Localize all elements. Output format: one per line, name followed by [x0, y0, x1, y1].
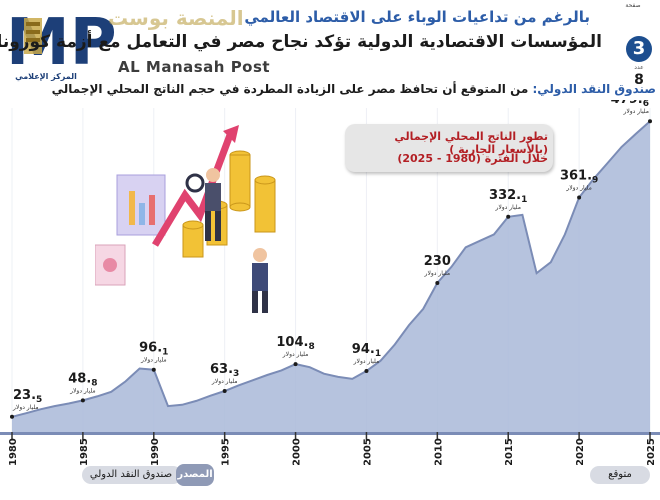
pie-shape: [103, 258, 117, 272]
issue-number: 8: [634, 72, 644, 88]
chart-title: تطور الناتج المحلي الإجمالي (بالأسعار ال…: [394, 130, 548, 156]
data-label-value: 479.6: [611, 100, 649, 109]
data-label-unit: مليار دولار: [622, 108, 649, 115]
arrow-head-icon: [223, 125, 239, 143]
panel-bar: [129, 191, 135, 225]
data-label-value: 23.5: [13, 388, 42, 405]
x-tick-label: 2000: [292, 438, 303, 465]
watermark-text: AL Manasah Post: [118, 58, 271, 76]
data-point: [435, 280, 440, 285]
data-label-unit: مليار دولار: [211, 378, 238, 385]
issue-page-label: صفحة: [625, 2, 641, 9]
x-tick-label: 1985: [79, 438, 90, 465]
gdp-area: [12, 121, 650, 432]
data-label-unit: مليار دولار: [494, 204, 521, 211]
source-box: [82, 466, 182, 484]
source-text: صندوق النقد الدولي: [89, 469, 173, 480]
imf-label: صندوق النقد الدولي:: [532, 82, 656, 96]
data-point: [10, 414, 14, 419]
panel-bar: [139, 203, 145, 225]
data-point: [80, 398, 85, 403]
source-tag: المصدر: [176, 464, 214, 486]
data-label-value: 332.1: [489, 188, 527, 205]
headline: المؤسسات الاقتصادية الدولية تؤكد نجاح مص…: [0, 32, 602, 52]
x-tick-label: 2025: [646, 438, 657, 465]
data-label-unit: مليار دولار: [140, 357, 167, 364]
logo-arabic-text: المنصة بوست: [108, 6, 244, 30]
data-label-value: 361.9: [560, 168, 598, 185]
data-label-unit: مليار دولار: [424, 270, 451, 277]
chart-subtitle: خلال الفترة (1980 - 2025): [397, 152, 548, 165]
coin-stacks-icon: [182, 150, 276, 258]
data-label-value: 48.8: [68, 371, 97, 388]
x-tick-label: 2005: [362, 438, 373, 465]
data-label-value: 96.1: [139, 341, 168, 358]
issue-label: عدد: [634, 64, 644, 71]
x-tick-label: 1990: [150, 438, 161, 465]
data-point: [222, 388, 227, 393]
data-label-value: 230: [424, 254, 451, 269]
x-tick-label: 1995: [221, 438, 232, 465]
data-label-unit: مليار دولار: [565, 184, 592, 191]
issue-page-number: 3: [626, 36, 652, 62]
data-point: [648, 119, 652, 124]
x-tick-label: 2015: [504, 438, 515, 465]
data-point: [577, 195, 582, 200]
imf-text: من المتوقع أن تحافظ مصر على الزيادة المط…: [51, 82, 533, 96]
gdp-line: [11, 120, 651, 418]
data-label-unit: مليار دولار: [353, 358, 380, 365]
data-label-unit: مليار دولار: [282, 351, 309, 358]
logo: MP: [6, 6, 117, 80]
subheadline: بالرغم من تداعيات الوباء على الاقتصاد ال…: [244, 8, 590, 26]
finance-illustration: [95, 125, 276, 313]
forecast-label: متوقع: [590, 466, 650, 484]
businessman-icon: [252, 248, 268, 313]
legend-box: [345, 124, 553, 172]
x-axis: 1980 1985 1990 1995 2000 2005 2010 2015 2020 2025: [0, 432, 660, 465]
data-label-value: 63.3: [210, 362, 239, 379]
x-tick-label: 1980: [8, 438, 19, 465]
data-point: [151, 367, 156, 372]
x-tick-label: 2020: [575, 438, 586, 465]
panel-bar: [149, 195, 155, 225]
data-point: [506, 214, 511, 219]
data-label-unit: مليار دولار: [12, 404, 39, 411]
data-label-value: 104.8: [276, 335, 314, 352]
data-point: [364, 369, 369, 374]
x-tick-label: 2010: [433, 438, 444, 465]
x-axis-baseline: [0, 432, 660, 435]
imf-statement: صندوق النقد الدولي: من المتوقع أن تحافظ …: [52, 82, 656, 96]
data-label-unit: مليار دولار: [69, 387, 96, 394]
data-point: [293, 362, 298, 367]
logo-brand-text: المركز الإعلامي: [15, 72, 77, 81]
data-label-value: 94.1: [352, 342, 381, 359]
businessman-icon: [185, 168, 221, 241]
